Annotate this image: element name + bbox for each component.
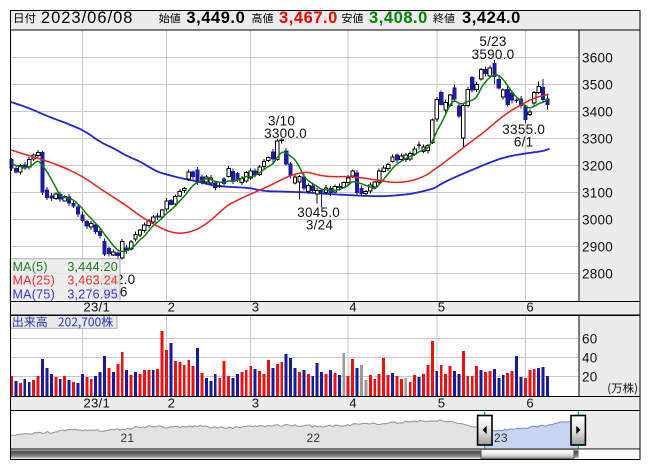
svg-text:3300.0: 3300.0	[264, 126, 307, 141]
svg-text:3/24: 3/24	[306, 217, 334, 232]
svg-text:2: 2	[168, 395, 176, 410]
svg-text:MA(25): MA(25)	[13, 274, 55, 288]
svg-text:21: 21	[121, 431, 135, 445]
svg-text:3600: 3600	[582, 50, 613, 65]
svg-text:23: 23	[494, 431, 508, 445]
svg-text:3200: 3200	[582, 158, 613, 173]
svg-text:3,408.0: 3,408.0	[369, 9, 428, 27]
svg-text:MA(75): MA(75)	[13, 287, 55, 301]
svg-text:3: 3	[252, 395, 260, 410]
svg-text:3500: 3500	[582, 77, 613, 92]
svg-text:3,463.24: 3,463.24	[67, 274, 118, 288]
svg-text:22: 22	[307, 431, 321, 445]
svg-text:2800: 2800	[582, 267, 613, 282]
svg-text:6: 6	[526, 299, 534, 314]
svg-text:6/1: 6/1	[514, 134, 534, 149]
svg-text:3300: 3300	[582, 131, 613, 146]
svg-text:6: 6	[526, 395, 534, 410]
svg-text:3355.0: 3355.0	[502, 122, 545, 137]
svg-text:3045.0: 3045.0	[297, 205, 340, 220]
svg-text:23/1: 23/1	[83, 299, 110, 314]
svg-text:4: 4	[349, 395, 357, 410]
svg-text:5/23: 5/23	[479, 34, 506, 49]
svg-text:3,444.20: 3,444.20	[67, 260, 118, 274]
svg-text:40: 40	[582, 350, 598, 365]
svg-text:3,276.95: 3,276.95	[67, 287, 118, 301]
svg-text:3,449.0: 3,449.0	[186, 9, 245, 27]
svg-text:4: 4	[349, 299, 357, 314]
svg-text:5: 5	[438, 395, 446, 410]
svg-text:3100: 3100	[582, 185, 613, 200]
svg-text:2: 2	[168, 299, 176, 314]
svg-text:MA(5): MA(5)	[13, 260, 48, 274]
svg-text:3,424.0: 3,424.0	[462, 9, 521, 27]
svg-text:3000: 3000	[582, 212, 613, 227]
svg-text:20: 20	[582, 369, 598, 384]
svg-text:2900: 2900	[582, 240, 613, 255]
svg-text:3: 3	[252, 299, 260, 314]
svg-text:3/10: 3/10	[268, 113, 295, 128]
svg-text:23/1: 23/1	[83, 395, 110, 410]
svg-text:3,467.0: 3,467.0	[279, 9, 338, 27]
svg-text:5: 5	[438, 299, 446, 314]
svg-text:3590.0: 3590.0	[472, 47, 515, 62]
svg-text:3400: 3400	[582, 104, 613, 119]
svg-text:60: 60	[582, 331, 598, 346]
svg-text:2023/06/08: 2023/06/08	[41, 9, 134, 27]
